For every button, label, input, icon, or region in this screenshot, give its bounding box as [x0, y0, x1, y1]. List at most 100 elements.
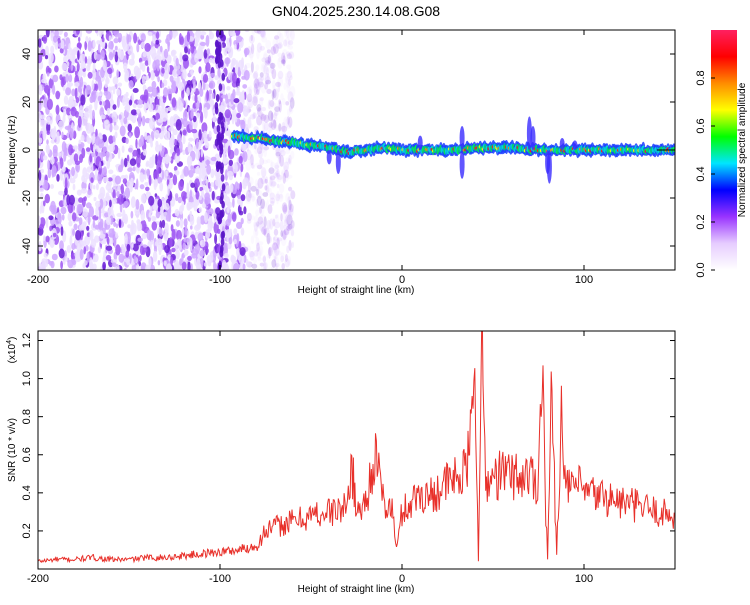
noise-blob [107, 266, 114, 270]
noise-blob [70, 106, 77, 117]
noise-blob [269, 62, 276, 69]
noise-blob [98, 208, 102, 220]
noise-blob [235, 78, 240, 89]
noise-blob [38, 38, 42, 48]
noise-blob [66, 50, 70, 60]
noise-blob [271, 68, 277, 80]
noise-blob [273, 236, 278, 241]
noise-blob [276, 196, 279, 205]
noise-blob [138, 222, 143, 232]
noise-blob [164, 130, 171, 141]
noise-blob [283, 224, 287, 230]
noise-blob [102, 261, 106, 270]
noise-blob [94, 136, 101, 146]
noise-blob [249, 155, 253, 167]
noise-blob [262, 124, 266, 132]
noise-blob [74, 87, 78, 100]
noise-blob [265, 221, 270, 231]
colorbar-ticks: 0.0 0.2 0.4 0.6 0.8 [695, 70, 715, 278]
noise-blob [105, 154, 109, 162]
noise-blob [72, 145, 79, 150]
noise-blob [219, 142, 224, 151]
noise-blob [281, 52, 286, 64]
noise-blob [124, 267, 127, 270]
noise-blob [222, 138, 229, 144]
noise-blob [137, 115, 142, 127]
noise-blob [119, 125, 126, 137]
noise-blob [175, 220, 180, 227]
noise-blob [51, 165, 57, 177]
noise-blob [118, 218, 122, 229]
noise-blob [112, 86, 116, 95]
noise-blob [182, 149, 186, 155]
noise-blob [256, 195, 262, 206]
noise-blob [286, 214, 293, 226]
noise-blob [38, 215, 41, 227]
noise-blob [266, 88, 272, 95]
noise-blob [157, 76, 160, 83]
noise-blob [271, 46, 274, 51]
ridge-spike [572, 140, 578, 150]
noise-blob [122, 43, 129, 52]
noise-blob [284, 169, 289, 179]
noise-blob [269, 126, 274, 132]
noise-blob [202, 130, 208, 140]
noise-blob [44, 193, 50, 204]
noise-blob [253, 78, 260, 89]
noise-blob [89, 257, 93, 269]
noise-blob [95, 75, 102, 82]
noise-blob [38, 137, 43, 144]
noise-blob [283, 219, 288, 226]
noise-blob [123, 62, 128, 70]
noise-blob [68, 220, 73, 227]
noise-blob [161, 157, 165, 164]
noise-blob [270, 161, 276, 168]
noise-blob [167, 88, 174, 95]
noise-blob [208, 208, 214, 215]
noise-blob [281, 263, 286, 270]
spectrogram-ridge [230, 116, 675, 184]
noise-blob [52, 84, 56, 95]
noise-blob [250, 235, 255, 244]
noise-blob [57, 152, 62, 157]
noise-blob [137, 237, 143, 242]
noise-blob [204, 83, 209, 91]
noise-blob [271, 90, 275, 101]
noise-blob [129, 177, 134, 188]
noise-blob [219, 210, 224, 219]
noise-blob [38, 187, 45, 193]
noise-blob [256, 30, 262, 35]
noise-blob [256, 164, 263, 170]
noise-blob [265, 79, 272, 85]
noise-blob [255, 183, 260, 192]
noise-blob [49, 156, 55, 165]
noise-blob [71, 212, 77, 222]
noise-blob [145, 74, 150, 81]
noise-blob [237, 102, 244, 114]
noise-blob [228, 236, 233, 245]
noise-blob [254, 215, 259, 226]
noise-blob [270, 200, 275, 206]
noise-blob [268, 247, 271, 259]
noise-blob [44, 55, 49, 60]
noise-blob [261, 106, 267, 112]
noise-blob [246, 245, 251, 253]
noise-blob [45, 45, 49, 57]
noise-blob [287, 196, 291, 203]
noise-blob [215, 40, 220, 49]
noise-blob [105, 77, 110, 85]
y-tick-label: 1.2 [21, 333, 33, 348]
noise-blob [215, 207, 221, 216]
noise-blob [283, 82, 287, 90]
noise-blob [274, 221, 281, 229]
noise-blob [247, 99, 254, 109]
noise-blob [215, 178, 221, 187]
noise-blob [71, 243, 76, 250]
noise-blob [261, 226, 267, 235]
noise-blob [280, 93, 284, 101]
noise-blob [183, 237, 190, 243]
noise-blob [170, 50, 176, 57]
noise-blob [126, 243, 131, 252]
noise-blob [280, 213, 283, 222]
